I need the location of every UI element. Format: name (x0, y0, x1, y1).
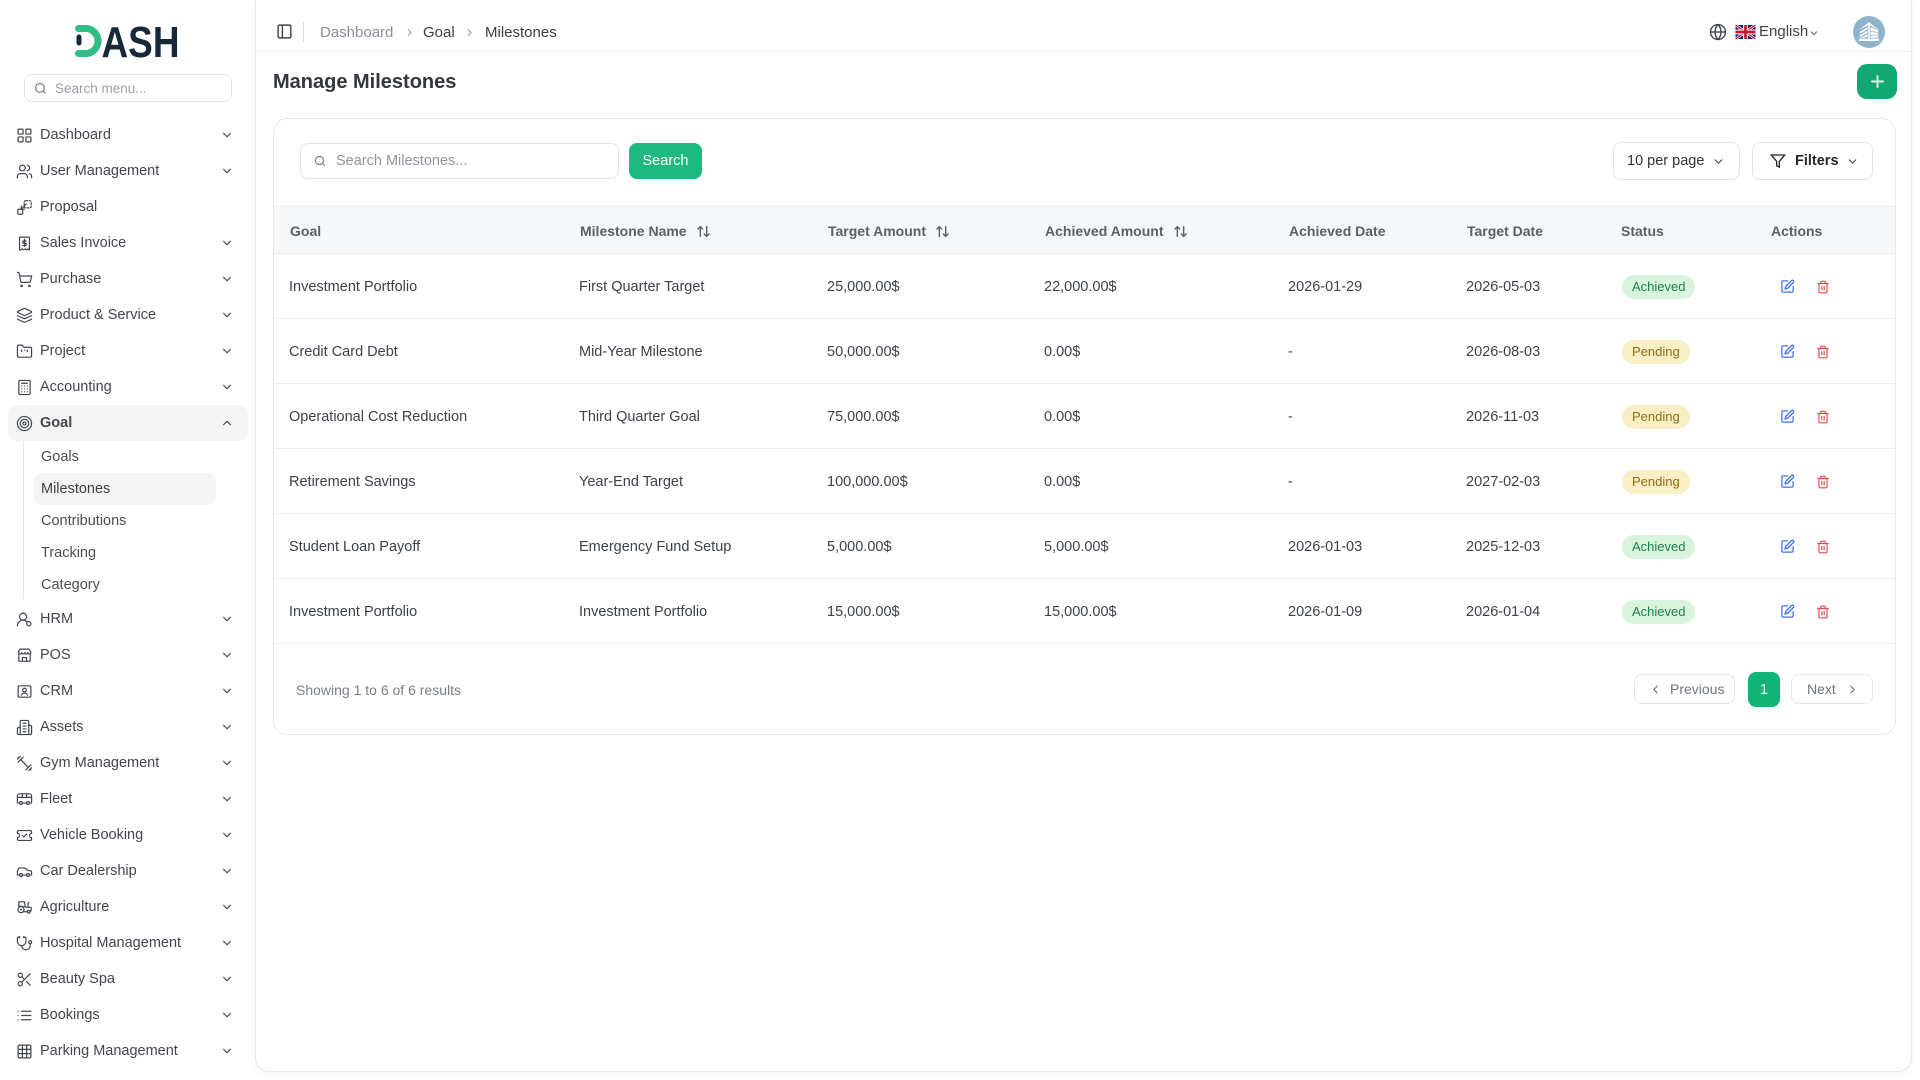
svg-text:ASH: ASH (102, 21, 180, 61)
